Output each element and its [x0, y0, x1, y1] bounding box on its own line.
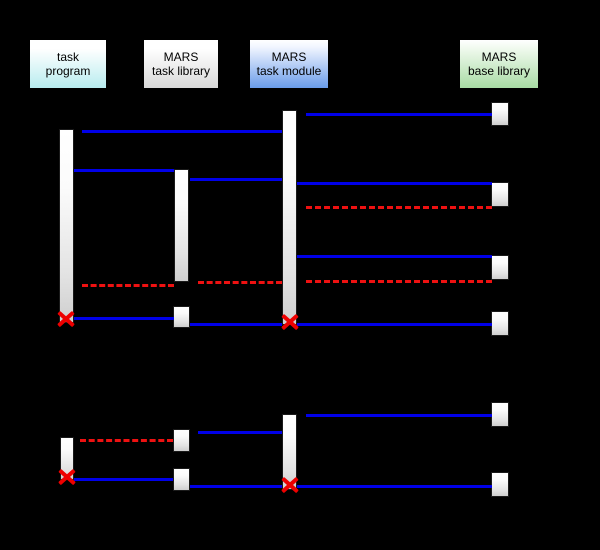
return-message-ret-1	[306, 206, 492, 209]
destruction-x-icon-destroy-task-module-bot	[280, 475, 300, 495]
call-message-call-2	[306, 113, 492, 116]
participant-label-line2: base library	[467, 64, 531, 78]
activation-bar-act-base-lib-4	[491, 311, 509, 336]
activation-bar-act-base-lib-2	[491, 182, 509, 207]
call-message-call-8	[190, 323, 282, 326]
call-message-call-6	[297, 255, 492, 258]
activation-bar-act-task-program-main	[59, 129, 74, 323]
call-message-call-5	[297, 182, 492, 185]
participant-label-line2: task module	[256, 64, 322, 78]
participant-label-line2: task library	[151, 64, 210, 78]
destruction-x-icon-destroy-task-module-top	[280, 312, 300, 332]
participant-label-line1: MARS	[481, 50, 517, 64]
call-message-call-11	[306, 414, 492, 417]
call-message-call-14	[297, 485, 492, 488]
activation-bar-act-base-lib-3	[491, 255, 509, 280]
call-message-call-1	[82, 130, 282, 133]
participant-label-line1: MARS	[271, 50, 307, 64]
call-message-call-10	[198, 431, 282, 434]
activation-bar-act-task-module-main	[282, 110, 297, 325]
call-message-call-13	[190, 485, 282, 488]
participant-task-program[interactable]: task program	[29, 39, 107, 89]
activation-bar-act-task-library-b2	[173, 468, 190, 491]
return-message-ret-3	[82, 284, 174, 287]
activation-bar-act-base-lib-1	[491, 102, 509, 126]
participant-mars-base-library[interactable]: MARS base library	[459, 39, 539, 89]
participant-label-line2: program	[45, 64, 91, 78]
participant-mars-task-module[interactable]: MARS task module	[249, 39, 329, 89]
destruction-x-icon-destroy-task-program-top	[56, 309, 76, 329]
destruction-x-icon-destroy-task-program-bot	[57, 467, 77, 487]
activation-bar-act-task-library-b1	[173, 429, 190, 452]
activation-bar-act-base-lib-b1	[491, 402, 509, 427]
return-message-ret-5	[80, 439, 173, 442]
return-message-ret-2	[306, 280, 492, 283]
return-message-ret-4	[198, 281, 282, 284]
call-message-call-4	[190, 178, 282, 181]
participant-label-line1: MARS	[163, 50, 199, 64]
activation-bar-act-task-library-main	[174, 169, 189, 282]
activation-bar-act-base-lib-b2	[491, 472, 509, 497]
participant-mars-task-library[interactable]: MARS task library	[143, 39, 219, 89]
call-message-call-7	[74, 317, 174, 320]
call-message-call-12	[74, 478, 173, 481]
participant-label-line1: task	[56, 50, 79, 64]
activation-bar-act-task-module-b	[282, 414, 297, 490]
call-message-call-9	[297, 323, 492, 326]
call-message-call-3	[74, 169, 174, 172]
activation-bar-act-task-library-small1	[173, 306, 190, 328]
